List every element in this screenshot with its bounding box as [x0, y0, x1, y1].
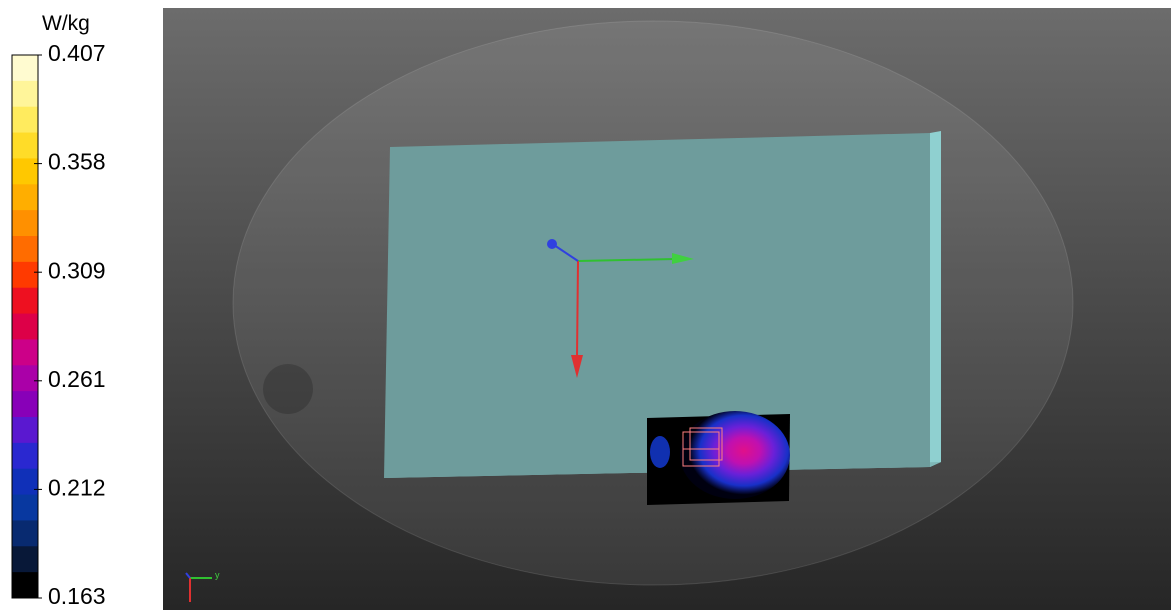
colorbar-band — [12, 132, 38, 159]
colorbar-band — [12, 546, 38, 573]
colorbar-band — [12, 468, 38, 496]
colorbar-band — [12, 158, 38, 185]
colorbar-band — [12, 55, 38, 82]
colorbar-band — [12, 261, 38, 289]
heatmap-hotspot — [680, 411, 790, 499]
colorbar-band — [12, 106, 38, 134]
axis-indicator: y — [185, 570, 220, 602]
plate-edge — [930, 131, 941, 467]
probe-box — [682, 427, 723, 467]
colorbar-band — [12, 236, 38, 263]
colorbar-tick-label: 0.407 — [48, 40, 106, 66]
colorbar: W/kg 0.407 0.358 0.309 0.261 0.212 0.163 — [11, 12, 106, 609]
colorbar-band — [12, 572, 38, 599]
colorbar-unit: W/kg — [42, 12, 90, 35]
colorbar-band — [12, 442, 38, 470]
origin-axes — [547, 239, 694, 378]
colorbar-band — [12, 339, 38, 366]
colorbar-frame — [11, 54, 39, 599]
colorbar-tick-label: 0.261 — [48, 366, 106, 392]
colorbar-tick-label: 0.358 — [48, 149, 106, 175]
phantom-marker — [263, 364, 313, 414]
colorbar-band — [12, 365, 38, 392]
colorbar-band — [12, 391, 38, 418]
colorbar-band — [12, 287, 38, 315]
heatmap-spot — [650, 436, 670, 468]
colorbar-band — [12, 184, 38, 211]
colorbar-band — [12, 417, 38, 444]
colorbar-band — [12, 313, 38, 340]
colorbar-tick-label: 0.163 — [48, 583, 106, 609]
colorbar-tick-label: 0.309 — [48, 257, 106, 283]
axis-indicator-label: y — [215, 570, 220, 580]
colorbar-band — [12, 520, 38, 547]
colorbar-band — [12, 494, 38, 521]
colorbar-band — [12, 210, 38, 237]
colorbar-tick-label: 0.212 — [48, 474, 106, 500]
plate — [384, 133, 930, 478]
viewport[interactable]: y — [163, 8, 1171, 610]
colorbar-band — [12, 80, 38, 108]
